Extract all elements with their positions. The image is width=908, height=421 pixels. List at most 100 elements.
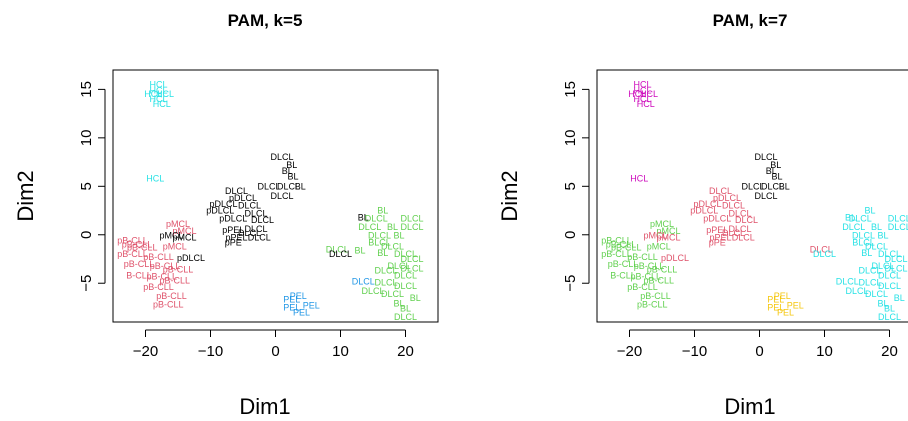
point-label: DLCL bbox=[238, 201, 261, 211]
point-label: HCL bbox=[640, 89, 658, 99]
point-label: DLCL bbox=[722, 228, 745, 238]
point-label: pMCL bbox=[656, 226, 680, 236]
point-label: DLCL bbox=[845, 286, 868, 296]
axes: −20 −10 0 10 20 −5 0 5 10 15 bbox=[78, 81, 414, 360]
point-label: pDLCL bbox=[713, 193, 741, 203]
x-axis-label: Dim1 bbox=[724, 394, 775, 419]
point-label: DLCL bbox=[888, 213, 908, 223]
point-label: pB-CLL bbox=[117, 236, 148, 246]
point-label: HCL bbox=[637, 99, 655, 109]
point-label: HCL bbox=[633, 94, 651, 104]
point-label: DLCL bbox=[277, 181, 300, 191]
point-label: DLCL bbox=[842, 222, 865, 232]
x-tick-label: 10 bbox=[332, 343, 349, 360]
x-axis-label: Dim1 bbox=[239, 394, 290, 419]
point-label: pB-CLL bbox=[159, 275, 190, 285]
point-label: HCL bbox=[628, 89, 646, 99]
point-label: pDLCL bbox=[661, 253, 689, 263]
y-tick-label: 15 bbox=[78, 81, 95, 98]
point-label: BL bbox=[400, 303, 411, 313]
point-label: BL bbox=[286, 160, 297, 170]
x-tick-label: 20 bbox=[881, 343, 898, 360]
y-tick-label: 5 bbox=[562, 182, 579, 190]
point-label: DLCL bbox=[387, 261, 410, 271]
point-label: PEL bbox=[293, 307, 310, 317]
point-label: DLCL bbox=[878, 312, 901, 322]
point-label: DLCL bbox=[394, 281, 417, 291]
point-label: DLCL bbox=[270, 191, 293, 201]
point-label: BL bbox=[871, 222, 882, 232]
point-label: pMCL bbox=[166, 219, 190, 229]
point-label: HCL bbox=[146, 174, 164, 184]
point-label: pB-CLL bbox=[601, 249, 632, 259]
point-label: DLCL bbox=[400, 254, 423, 264]
point-label: DLCL bbox=[365, 213, 388, 223]
point-label: DLCL bbox=[326, 244, 349, 254]
point-label: DLCL bbox=[394, 270, 417, 280]
point-label: pDLCL bbox=[703, 213, 731, 223]
point-label: pB-CLL bbox=[117, 249, 148, 259]
point-label: DLCL bbox=[709, 186, 732, 196]
point-label: B-CLL bbox=[126, 270, 152, 280]
y-tick-label: 15 bbox=[562, 81, 579, 98]
point-label: BL bbox=[845, 212, 856, 222]
point-label: DLCL bbox=[813, 249, 836, 259]
point-label: PEL bbox=[777, 307, 794, 317]
y-tick-label: 10 bbox=[562, 130, 579, 147]
point-label: BL bbox=[393, 231, 404, 241]
point-label: pPE bbox=[709, 238, 726, 248]
point-label: BL bbox=[877, 231, 888, 241]
point-label: DLCL bbox=[329, 249, 352, 259]
point-label: pPEL bbox=[222, 225, 244, 235]
point-label: HCL bbox=[633, 80, 651, 90]
point-label: BL bbox=[894, 293, 905, 303]
point-label: DLCL bbox=[865, 289, 888, 299]
point-label: DLCL bbox=[352, 276, 375, 286]
point-label: PEL bbox=[774, 291, 791, 301]
point-label: DLCL bbox=[852, 231, 875, 241]
point-label: BL bbox=[410, 293, 421, 303]
x-tick-label: 0 bbox=[755, 343, 763, 360]
point-label: pDLCL bbox=[177, 253, 205, 263]
point-label: DLCL bbox=[858, 277, 881, 287]
chart-title: PAM, k=7 bbox=[713, 11, 788, 30]
point-label: BL bbox=[393, 299, 404, 309]
point-label: PEL bbox=[303, 301, 320, 311]
plot-frame bbox=[596, 69, 908, 323]
point-label: pMCL bbox=[647, 241, 671, 251]
point-label: DLCL bbox=[849, 213, 872, 223]
point-label: HCL bbox=[156, 89, 174, 99]
point-label: pMCL bbox=[643, 231, 667, 241]
point-label: DLCL bbox=[394, 312, 417, 322]
point-label: BL bbox=[779, 181, 790, 191]
x-tick-label: −20 bbox=[133, 343, 158, 360]
point-label: DLCL bbox=[368, 231, 391, 241]
points-layer: HCLHCLHCLHCLHCLHCLHCLDLCLBLBLBLDLCLDLCLB… bbox=[117, 80, 423, 323]
point-label: pPEL bbox=[225, 233, 247, 243]
y-tick-label: 5 bbox=[78, 182, 95, 190]
point-label: pB-CLL bbox=[163, 265, 194, 275]
point-label: pPEL bbox=[709, 233, 731, 243]
point-label: pB-CLL bbox=[127, 242, 158, 252]
point-label: pDLCL bbox=[693, 199, 721, 209]
point-label: HCL bbox=[149, 80, 167, 90]
point-label: HCL bbox=[149, 94, 167, 104]
point-label: pMCL bbox=[163, 241, 187, 251]
plot-frame bbox=[112, 69, 439, 323]
point-label: DLCL bbox=[732, 233, 755, 243]
point-label: pMCL bbox=[656, 233, 680, 243]
point-label: DLCL bbox=[761, 181, 784, 191]
point-label: DLCL bbox=[858, 266, 881, 276]
point-label: DLCL bbox=[374, 277, 397, 287]
point-label: BL bbox=[377, 206, 388, 216]
point-label: pDLCL bbox=[209, 199, 237, 209]
point-label: pMCL bbox=[650, 219, 674, 229]
point-label: DLCL bbox=[741, 181, 764, 191]
chart-title: PAM, k=5 bbox=[228, 11, 303, 30]
point-label: DLCL bbox=[248, 233, 271, 243]
point-label: BL bbox=[861, 248, 872, 258]
point-label: pPE bbox=[225, 238, 242, 248]
point-label: pB-CLL bbox=[122, 239, 153, 249]
